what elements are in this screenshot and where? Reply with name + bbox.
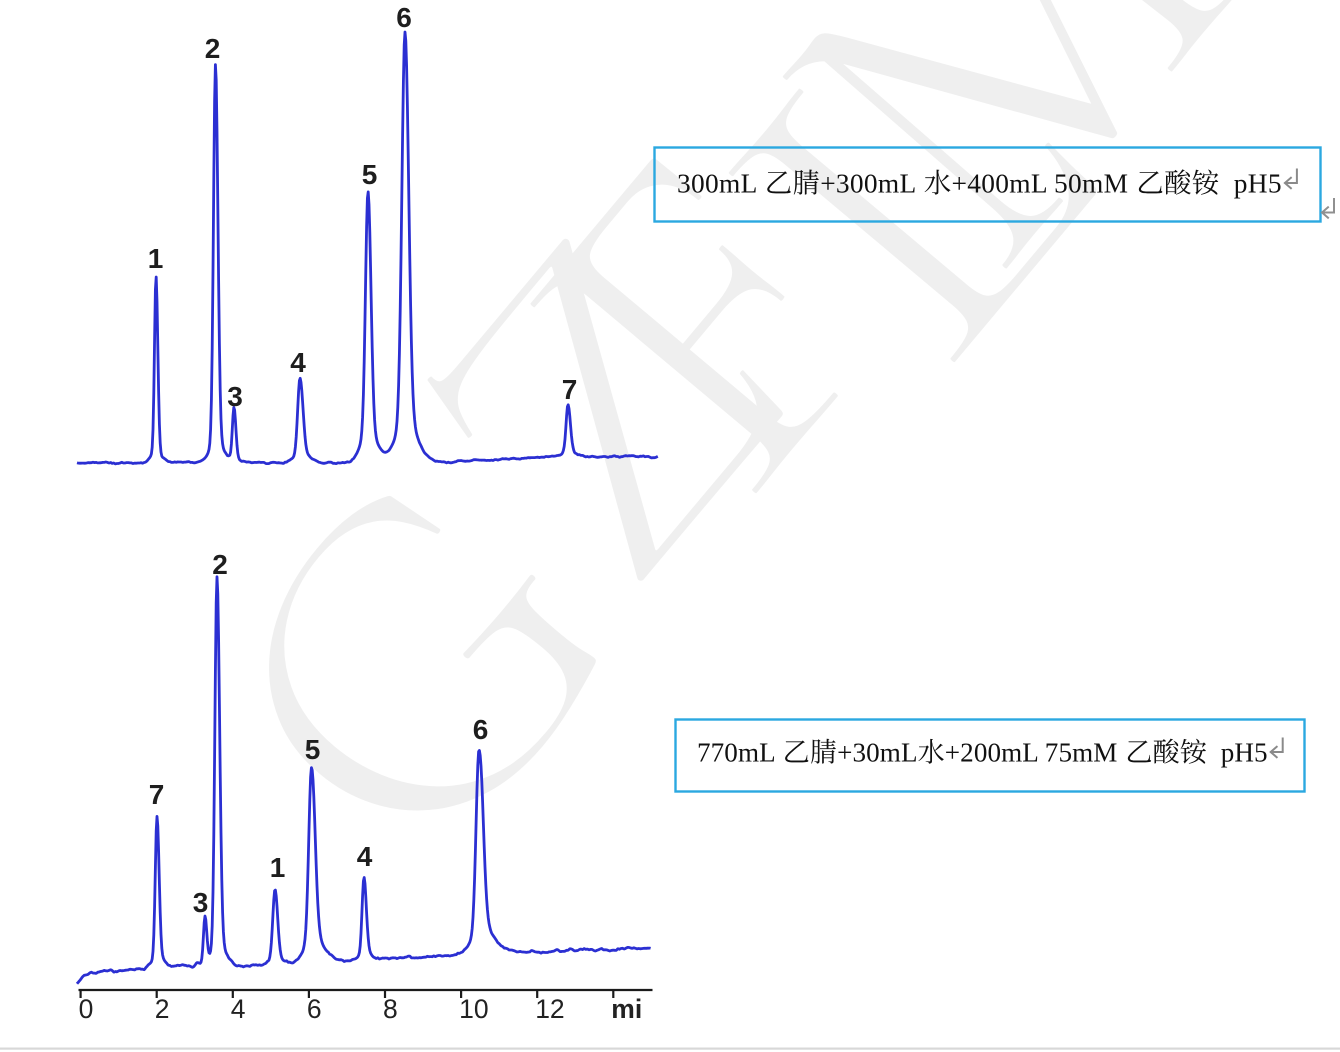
svg-text:10: 10 — [459, 994, 488, 1024]
svg-text:6: 6 — [307, 994, 322, 1024]
svg-text:4: 4 — [357, 841, 373, 872]
svg-text:5: 5 — [362, 159, 378, 190]
svg-text:4: 4 — [231, 994, 246, 1024]
svg-text:3: 3 — [193, 887, 209, 918]
svg-text:2: 2 — [212, 549, 228, 580]
svg-text:+200mL 75mM: +200mL 75mM — [945, 738, 1125, 768]
svg-text:12: 12 — [535, 994, 564, 1024]
svg-text:770mL: 770mL — [697, 738, 782, 768]
svg-text:4: 4 — [290, 347, 306, 378]
svg-text:7: 7 — [562, 374, 578, 405]
svg-text:1: 1 — [270, 852, 286, 883]
svg-text:7: 7 — [149, 779, 165, 810]
svg-text:2: 2 — [155, 994, 170, 1024]
svg-text:3: 3 — [227, 381, 243, 412]
svg-text:mi: mi — [611, 994, 642, 1024]
svg-text:5: 5 — [305, 734, 321, 765]
svg-text:300mL: 300mL — [677, 169, 764, 199]
svg-text:6: 6 — [396, 2, 412, 33]
svg-text:+30mL: +30mL — [837, 738, 918, 768]
svg-text:+300mL: +300mL — [820, 169, 923, 199]
svg-text:pH5: pH5 — [1220, 169, 1282, 199]
svg-text:8: 8 — [383, 994, 398, 1024]
svg-text:1: 1 — [148, 243, 164, 274]
svg-text:0: 0 — [79, 994, 94, 1024]
svg-text:+400mL 50mM: +400mL 50mM — [952, 169, 1136, 199]
svg-text:2: 2 — [205, 33, 221, 64]
svg-text:6: 6 — [473, 714, 489, 745]
svg-text:pH5: pH5 — [1207, 738, 1268, 768]
